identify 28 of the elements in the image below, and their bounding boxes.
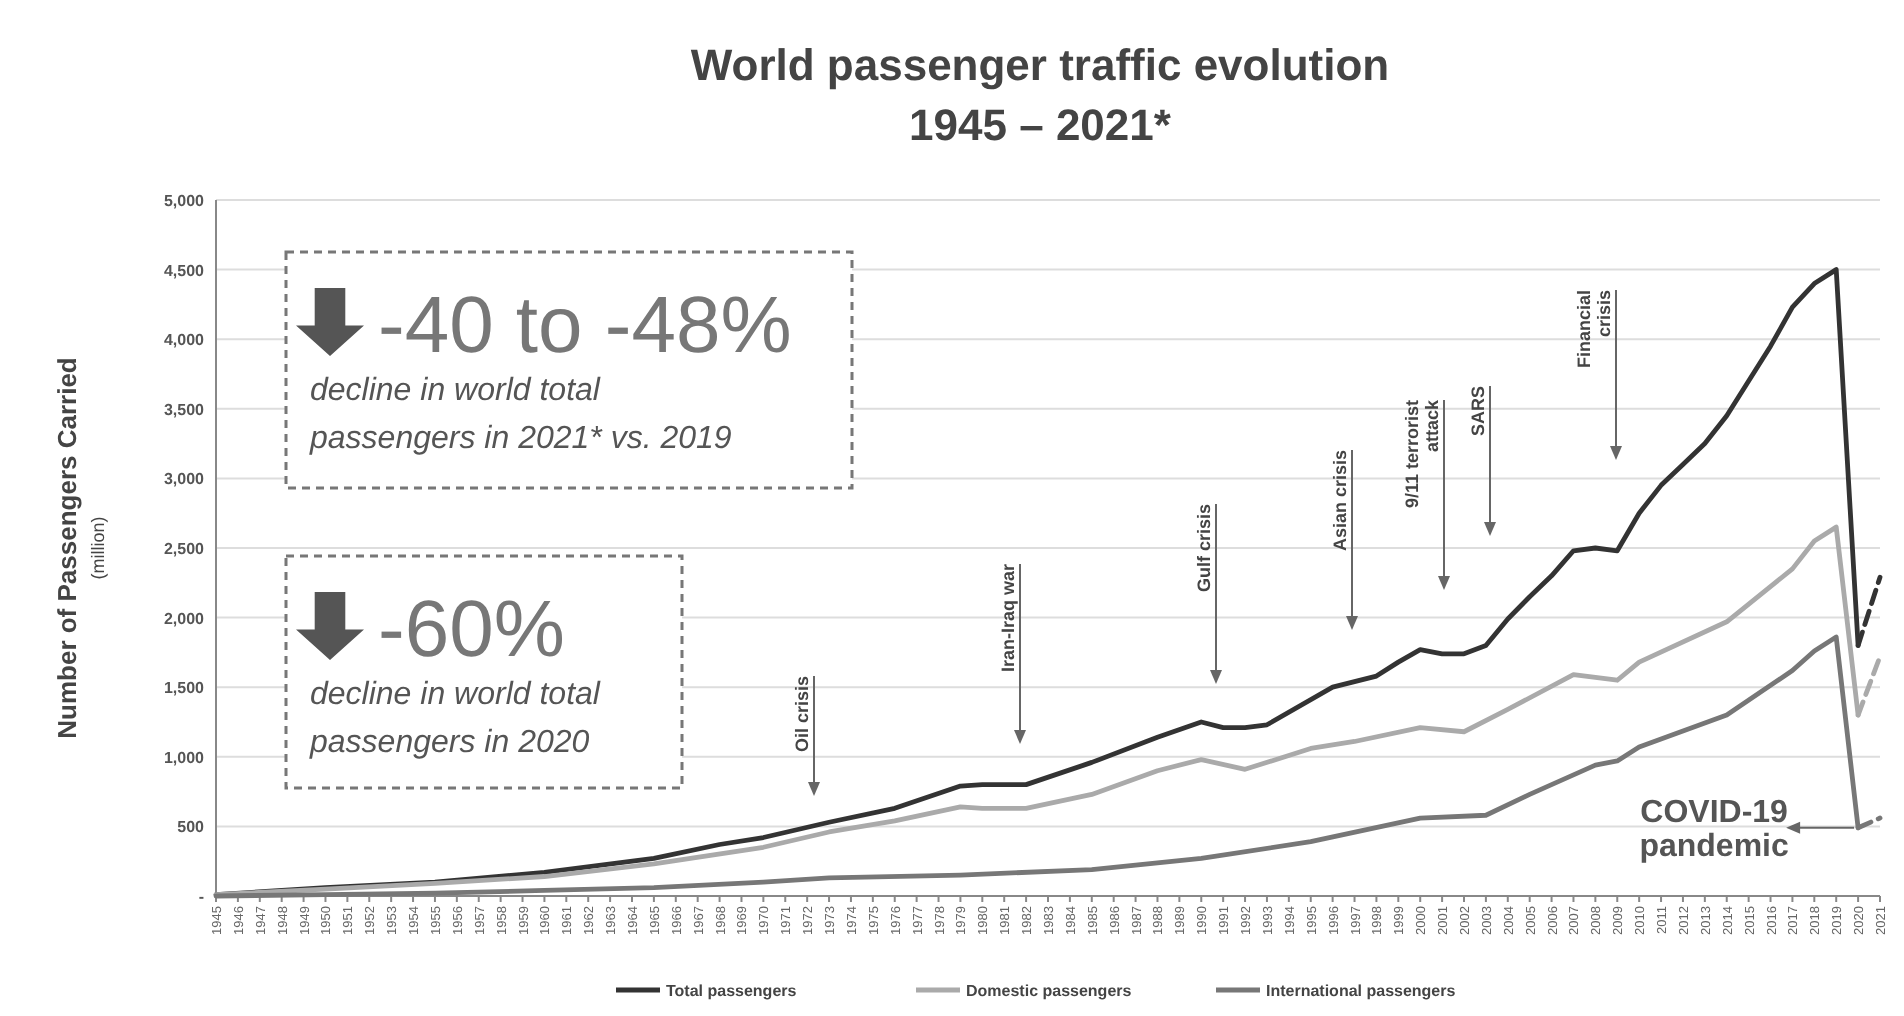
y-tick-label: 2,500 [163, 540, 206, 558]
y-tick-label: - [198, 888, 205, 906]
y-tick-label: 5,000 [163, 192, 206, 210]
legend-label: Domestic passengers [966, 982, 1133, 1000]
y-tick-label: 3,000 [163, 470, 206, 489]
y-tick-label: 4,000 [163, 331, 206, 350]
chart-subtitle: 1945 – 2021* [909, 100, 1172, 150]
annotation: Gulf crisis [1194, 504, 1214, 593]
chart-title: World passenger traffic evolution [690, 40, 1390, 90]
annotation: 9/11 terrorist attack [1402, 398, 1442, 509]
annotation: SARS [1468, 386, 1488, 437]
legend-label: Total passengers [666, 982, 798, 1000]
legend-label: International passengers [1266, 982, 1457, 1000]
y-tick-label: 1,500 [163, 679, 206, 698]
y-tick-label: 2,000 [163, 609, 206, 628]
y-tick-label: 1,000 [163, 748, 206, 767]
y-tick-label: 3,500 [163, 400, 206, 419]
y-tick-label: 500 [177, 818, 206, 837]
annotation: Iran-Iraq war [998, 563, 1018, 673]
annotation: COVID-19 pandemic [1639, 795, 1789, 864]
annotation: Oil crisis [792, 676, 812, 753]
annotation: -60% [378, 586, 565, 674]
annotation: decline in world total passengers in 2021* vs. 2019 [308, 374, 732, 456]
annotation: Financial crisis [1574, 290, 1614, 369]
y-tick-label: 4,500 [163, 261, 206, 280]
annotation: Asian crisis [1330, 450, 1350, 552]
annotation: -40 to -48% [378, 282, 792, 370]
annotation: decline in world total passengers in 2020 [308, 678, 601, 760]
